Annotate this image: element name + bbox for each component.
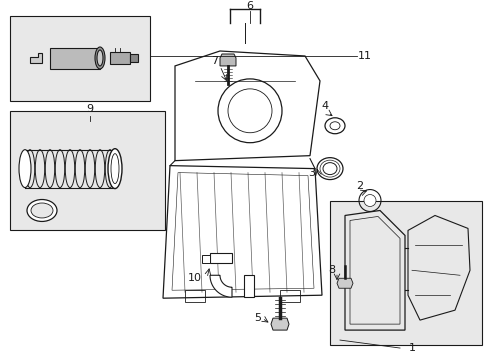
Text: 8: 8 [328, 265, 335, 275]
Ellipse shape [323, 163, 336, 175]
Ellipse shape [111, 154, 119, 184]
Ellipse shape [27, 199, 57, 221]
Circle shape [363, 194, 375, 207]
Text: 5: 5 [254, 313, 261, 323]
Text: 9: 9 [86, 104, 93, 114]
Text: 11: 11 [357, 51, 371, 61]
Text: 10: 10 [187, 273, 202, 283]
Bar [280, 290, 299, 302]
Bar [202, 255, 209, 263]
Ellipse shape [329, 122, 339, 130]
Ellipse shape [97, 50, 103, 66]
Bar [10, 16, 150, 101]
Bar [10, 111, 164, 230]
Polygon shape [220, 54, 236, 66]
Text: 3: 3 [308, 168, 315, 177]
Text: 7: 7 [211, 56, 218, 66]
Text: 6: 6 [246, 1, 253, 11]
Ellipse shape [19, 150, 31, 188]
Ellipse shape [31, 203, 53, 218]
Ellipse shape [108, 149, 122, 189]
Bar [244, 275, 253, 297]
Bar [209, 253, 231, 263]
Polygon shape [270, 318, 288, 330]
Text: 4: 4 [321, 101, 328, 111]
Polygon shape [336, 278, 352, 288]
Polygon shape [50, 48, 100, 69]
Bar [329, 201, 481, 345]
Polygon shape [110, 52, 130, 64]
Text: 1: 1 [407, 343, 415, 353]
Polygon shape [30, 53, 42, 63]
Bar [184, 290, 204, 302]
Text: 2: 2 [356, 181, 363, 190]
Polygon shape [209, 275, 231, 297]
Ellipse shape [95, 47, 105, 69]
Bar [130, 54, 138, 62]
